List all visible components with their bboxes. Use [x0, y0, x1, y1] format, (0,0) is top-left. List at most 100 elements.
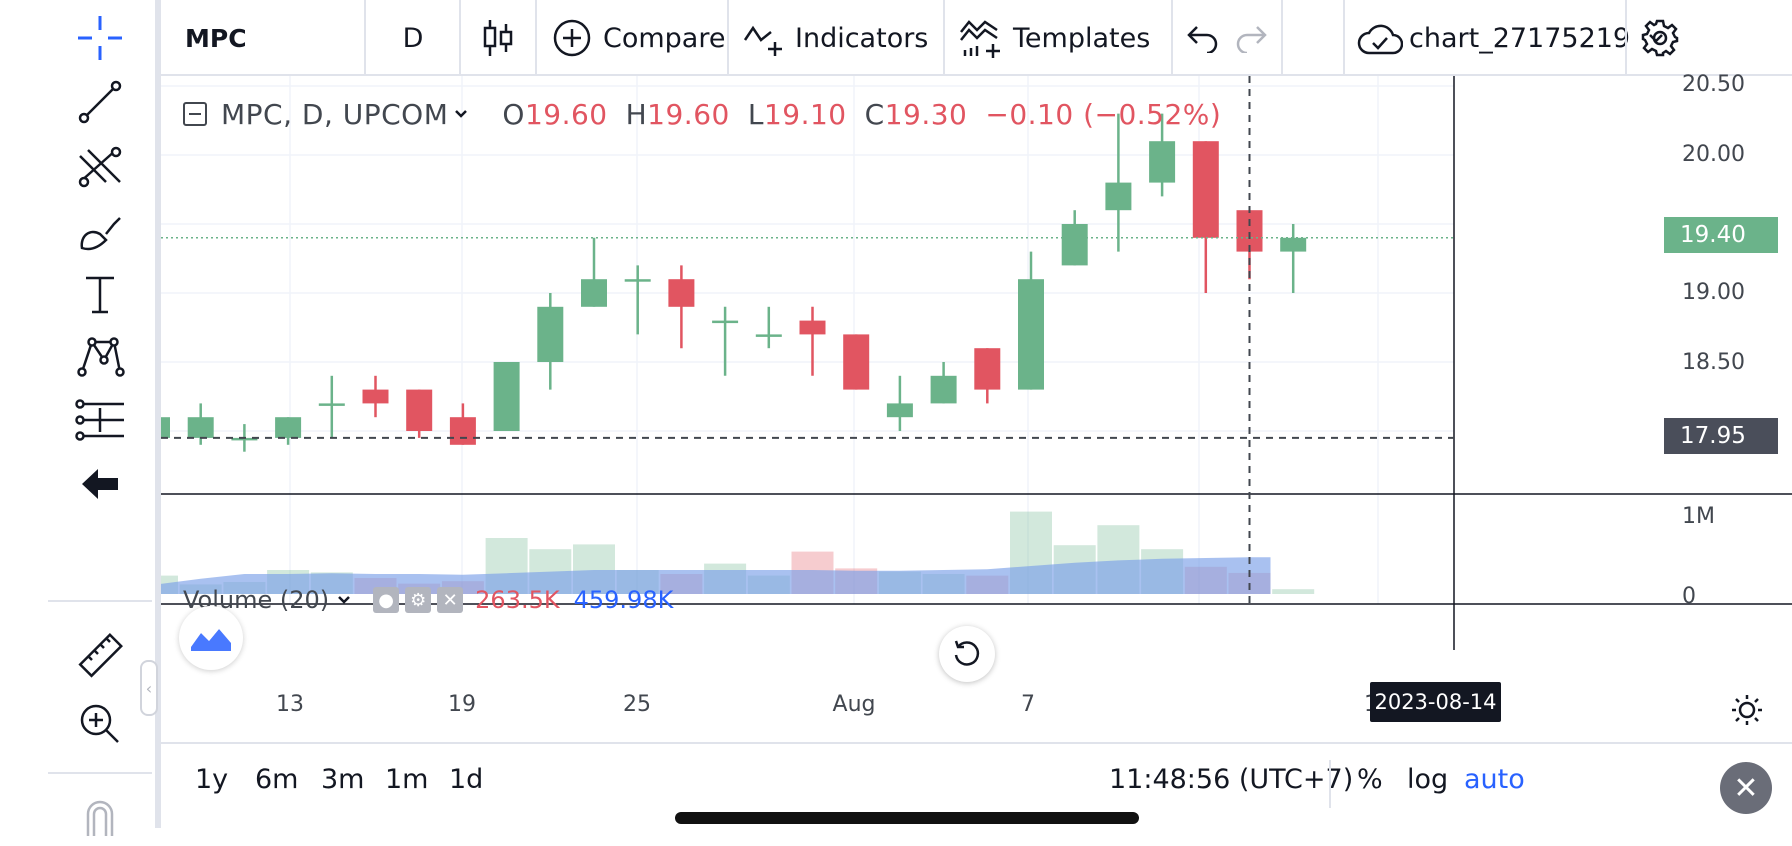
- trend-line-tool-icon[interactable]: [70, 72, 130, 132]
- indicators-button[interactable]: Indicators: [743, 0, 928, 76]
- reset-chart-button[interactable]: [939, 626, 995, 682]
- percent-scale-button[interactable]: %: [1357, 764, 1383, 795]
- zoom-in-icon[interactable]: [70, 694, 130, 754]
- close-label: C: [864, 97, 885, 131]
- range-button[interactable]: 3m: [321, 764, 365, 795]
- volume-axis-label: 0: [1682, 584, 1696, 609]
- interval-button[interactable]: D: [393, 0, 433, 76]
- ruler-tool-icon[interactable]: [70, 626, 130, 686]
- candle-body: [1236, 210, 1263, 252]
- volume-axis-label: 1M: [1682, 504, 1715, 529]
- templates-label: Templates: [1013, 22, 1151, 54]
- templates-icon: [960, 20, 1000, 58]
- reset-icon: [954, 640, 980, 666]
- close-icon[interactable]: ✕: [1720, 762, 1772, 814]
- price-axis-label: 20.00: [1682, 142, 1745, 167]
- time-axis-label: 7: [1021, 692, 1035, 717]
- toolbar-divider: [727, 0, 729, 76]
- chart-pane[interactable]: MPC, D, UPCOM O 19.60 H 19.60 L 19.10 C 19.3…: [161, 72, 1792, 742]
- gear-icon[interactable]: ⚙: [405, 587, 432, 613]
- time-axis-label: 25: [623, 692, 651, 717]
- chart-type-button[interactable]: [463, 0, 533, 76]
- candle-body: [161, 417, 170, 438]
- toolbar-divider: [364, 0, 366, 76]
- indicators-icon: [743, 25, 782, 56]
- toolbar-divider: [459, 0, 461, 76]
- pattern-tool-icon[interactable]: [70, 326, 130, 386]
- candle-body: [886, 403, 913, 418]
- home-indicator: [675, 812, 1139, 824]
- undo-button[interactable]: [1185, 0, 1219, 76]
- chevron-down-icon[interactable]: [454, 109, 468, 119]
- time-axis-label: 19: [448, 692, 476, 717]
- candle-body: [231, 437, 258, 441]
- candle-body: [1061, 224, 1088, 266]
- undo-icon: [1187, 26, 1218, 53]
- candle-body: [1149, 141, 1176, 183]
- volume-ma-value: 459.98K: [573, 586, 674, 614]
- fib-tool-icon[interactable]: [70, 138, 130, 198]
- price-axis[interactable]: 20.50 20.00 19.00 18.50 19.40 17.95 1M 0: [1664, 72, 1792, 676]
- log-scale-button[interactable]: log: [1407, 764, 1449, 795]
- compare-button[interactable]: Compare: [553, 0, 725, 76]
- crosshair-price-tag: 17.95: [1664, 418, 1778, 454]
- volume-legend: Volume (20) ● ⚙ ✕ 263.5K 459.98K: [183, 586, 673, 614]
- open-label: O: [502, 97, 525, 131]
- candle-body: [755, 334, 782, 337]
- compare-label: Compare: [603, 22, 726, 54]
- last-price-tag: 19.40: [1664, 217, 1778, 253]
- toolbar-separator: [155, 0, 161, 828]
- settings-button[interactable]: [1641, 0, 1679, 76]
- auto-scale-button[interactable]: auto: [1464, 764, 1525, 795]
- brush-tool-icon[interactable]: [70, 202, 130, 262]
- tradingview-logo-button[interactable]: [179, 606, 243, 670]
- candle-body: [581, 279, 607, 307]
- price-axis-label: 20.50: [1682, 72, 1745, 97]
- candle-body: [1105, 182, 1132, 211]
- collapse-toolbar-button[interactable]: ‹: [140, 660, 158, 716]
- volume-value: 263.5K: [475, 586, 560, 614]
- legend-symbol[interactable]: MPC, D, UPCOM: [221, 97, 449, 131]
- range-button[interactable]: 1y: [195, 764, 229, 795]
- cloud-saved-icon: [1357, 24, 1403, 55]
- close-icon[interactable]: ✕: [437, 587, 464, 613]
- low-label: L: [747, 97, 764, 131]
- price-chart-svg[interactable]: [161, 76, 1792, 742]
- layout-menu-button[interactable]: chart_27175219: [1357, 0, 1664, 76]
- crosshair-tool-icon[interactable]: [70, 8, 130, 68]
- templates-button[interactable]: Templates: [959, 0, 1150, 76]
- symbol-search-button[interactable]: MPC: [185, 0, 247, 76]
- layout-name: chart_27175219: [1409, 22, 1631, 54]
- chevron-down-icon[interactable]: [337, 595, 351, 605]
- toolbar-divider: [1171, 0, 1173, 76]
- candle-body: [624, 279, 651, 282]
- candle-body: [275, 417, 302, 438]
- top-toolbar: MPC D Compare Indicators Templates chart…: [161, 0, 1792, 76]
- collapse-legend-icon[interactable]: [183, 102, 207, 126]
- low-value: 19.10: [763, 97, 847, 131]
- forecast-tool-icon[interactable]: [70, 390, 130, 450]
- open-value: 19.60: [524, 97, 608, 131]
- range-button[interactable]: 6m: [255, 764, 299, 795]
- plus-circle-icon: [553, 19, 591, 57]
- range-button[interactable]: 1m: [385, 764, 429, 795]
- redo-button[interactable]: [1235, 0, 1269, 76]
- time-axis-label: 13: [276, 692, 304, 717]
- text-tool-icon[interactable]: [70, 264, 130, 324]
- volume-bar: [1272, 589, 1315, 594]
- toolbar-divider: [1343, 0, 1345, 76]
- back-arrow-icon[interactable]: [70, 454, 130, 514]
- range-button[interactable]: 1d: [449, 764, 484, 795]
- sun-icon[interactable]: [1731, 694, 1763, 730]
- candle-body: [843, 334, 870, 390]
- magnet-icon[interactable]: [70, 786, 130, 846]
- high-value: 19.60: [647, 97, 730, 131]
- indicators-label: Indicators: [795, 22, 929, 54]
- candle-body: [406, 389, 433, 431]
- eye-icon[interactable]: ●: [373, 587, 400, 613]
- candle-body: [537, 306, 564, 362]
- candle-body: [712, 320, 739, 324]
- drawing-toolbar: [0, 0, 155, 836]
- timezone-clock[interactable]: 11:48:56 (UTC+7): [1109, 764, 1354, 795]
- bottom-toolbar: 1y 6m 3m 1m 1d 11:48:56 (UTC+7) % log au…: [161, 742, 1792, 828]
